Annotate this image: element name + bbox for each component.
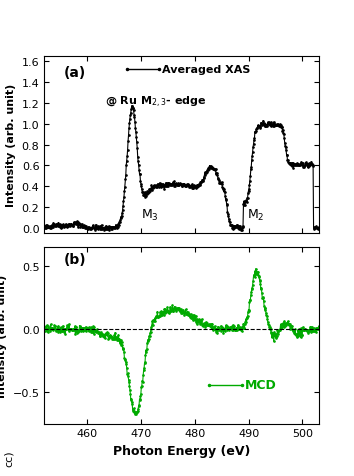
Text: (a): (a) (63, 66, 86, 80)
Text: @ Ru M$_{2,3}$- edge: @ Ru M$_{2,3}$- edge (105, 94, 206, 109)
Text: M$_3$: M$_3$ (141, 208, 159, 223)
Y-axis label: Intensity (arb. unit): Intensity (arb. unit) (6, 84, 16, 207)
X-axis label: Photon Energy (eV): Photon Energy (eV) (113, 444, 250, 457)
Text: (b): (b) (63, 253, 86, 267)
Text: M$_2$: M$_2$ (247, 208, 264, 223)
Text: MCD: MCD (245, 378, 276, 391)
Text: cc): cc) (4, 450, 13, 466)
Text: Averaged XAS: Averaged XAS (162, 64, 251, 74)
Y-axis label: Intensity (arb. unit): Intensity (arb. unit) (0, 274, 7, 397)
